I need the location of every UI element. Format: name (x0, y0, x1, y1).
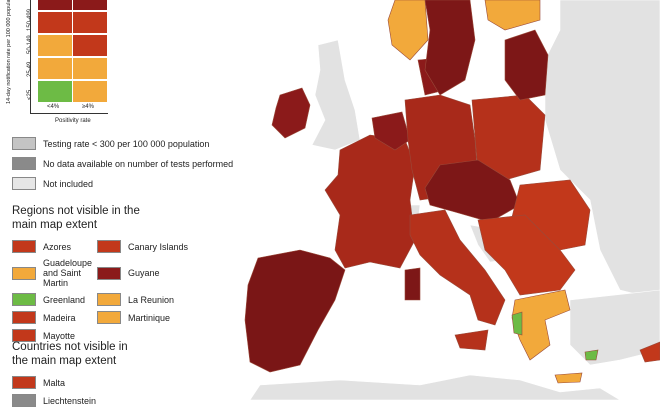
legend-item: Greenland (12, 293, 97, 306)
legend-item: La Reunion (97, 293, 207, 306)
map (244, 0, 660, 400)
legend-swatch (12, 266, 36, 280)
countries-list: Malta Liechtenstein (12, 376, 207, 412)
legend-label: Madeira (43, 312, 76, 323)
legend-swatch (97, 293, 121, 306)
legend-item: Not included (12, 177, 233, 190)
matrix-cell (72, 34, 108, 57)
legend-label: Azores (43, 241, 72, 252)
legend-label: Guyane (128, 268, 160, 278)
legend-swatch (12, 394, 36, 407)
matrix-cell (37, 34, 73, 57)
matrix-cell (37, 57, 73, 80)
legend-item: Testing rate < 300 per 100 000 populatio… (12, 137, 233, 150)
matrix-cell (72, 57, 108, 80)
legend-swatch (12, 311, 36, 324)
legend-label: Martinique (128, 312, 171, 323)
legend-swatch (97, 240, 121, 253)
matrix-cell (37, 11, 73, 34)
legend-item: Guadeloupe and Saint Martin (12, 258, 97, 288)
legend-swatch (12, 240, 36, 253)
legend-item: Guyane (97, 258, 207, 288)
legend-label: No data available on number of tests per… (43, 158, 234, 169)
legend-label: Liechtenstein (43, 395, 97, 406)
legend-label: Mayotte (43, 330, 76, 341)
countries-title: Countries not visible in the main map ex… (12, 341, 128, 367)
legend-label: Testing rate < 300 per 100 000 populatio… (43, 138, 210, 149)
column-label: <4% (47, 104, 60, 110)
legend-item: Madeira (12, 311, 97, 324)
matrix-cell (37, 0, 73, 11)
x-axis-line (30, 113, 108, 114)
legend-items: Testing rate < 300 per 100 000 populatio… (12, 137, 233, 197)
matrix-cell (72, 11, 108, 34)
legend-matrix: 150-499 50-149 25-49 <25 14-day notification… (0, 0, 130, 130)
y-axis-label: 14-day notification rate per 100 000 pop… (6, 0, 12, 104)
x-axis-label: Positivity rate (55, 118, 91, 124)
legend-item: No data available on number of tests per… (12, 157, 233, 170)
matrix-cell (72, 0, 108, 11)
legend-swatch (12, 157, 36, 170)
legend-swatch (12, 177, 36, 190)
legend-label: Malta (43, 377, 66, 388)
legend-label: Greenland (43, 294, 86, 305)
countries-legend: Countries not visible in the main map ex… (12, 340, 207, 412)
legend-item: Azores (12, 240, 97, 253)
legend-item: Canary Islands (97, 240, 207, 253)
y-axis-line (30, 0, 31, 113)
legend-swatch (12, 293, 36, 306)
legend-item: Malta (12, 376, 97, 389)
legend-item: Liechtenstein (12, 394, 97, 407)
legend-item: Mayotte (12, 329, 97, 342)
regions-legend: Regions not visible in the main map exte… (12, 204, 207, 347)
regions-title: Regions not visible in the main map exte… (12, 205, 140, 231)
legend-label: La Reunion (128, 294, 175, 305)
legend-swatch (97, 266, 121, 280)
legend-label: Canary Islands (128, 241, 189, 252)
matrix-cell (72, 80, 108, 103)
matrix-cell (37, 80, 73, 103)
legend-swatch (12, 376, 36, 389)
legend-swatch (12, 137, 36, 150)
legend-swatch (97, 311, 121, 324)
column-label: ≥4% (82, 104, 94, 110)
legend-item: Martinique (97, 311, 207, 324)
legend-label: Not included (43, 178, 94, 189)
regions-list: Azores Guadeloupe and Saint Martin Greenla… (12, 240, 207, 347)
legend-swatch (12, 329, 36, 342)
legend-label: Guadeloupe and Saint Martin (43, 258, 93, 288)
